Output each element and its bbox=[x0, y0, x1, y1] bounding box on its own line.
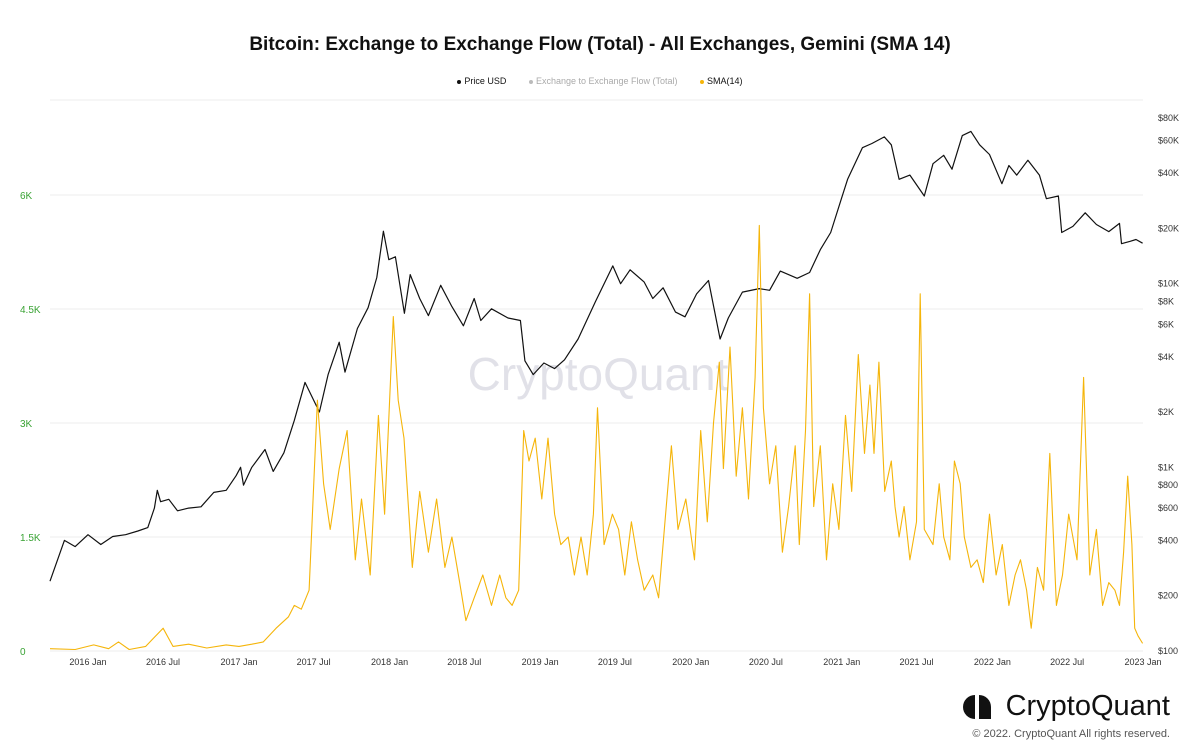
y-right-tick-label: $20K bbox=[1158, 223, 1179, 233]
copyright-text: © 2022. CryptoQuant All rights reserved. bbox=[972, 728, 1170, 740]
y-right-tick-label: $600 bbox=[1158, 503, 1178, 513]
y-right-tick-label: $8K bbox=[1158, 296, 1174, 306]
y-right-tick-label: $60K bbox=[1158, 136, 1179, 146]
x-tick-label: 2017 Jul bbox=[297, 657, 331, 667]
legend-label-price: Price USD bbox=[464, 76, 507, 86]
y-right-tick-label: $2K bbox=[1158, 407, 1174, 417]
brand-name: CryptoQuant bbox=[1005, 690, 1170, 722]
legend-item-price[interactable]: Price USD bbox=[457, 76, 506, 86]
y-right-tick-label: $400 bbox=[1158, 535, 1178, 545]
y-left-tick-label: 4.5K bbox=[20, 305, 41, 316]
legend-dot-flow bbox=[528, 79, 533, 84]
brand-logo: CryptoQuant bbox=[962, 690, 1170, 723]
y-left-tick-label: 1.5K bbox=[20, 533, 41, 544]
y-right-tick-label: $80K bbox=[1158, 113, 1179, 123]
legend-dot-price bbox=[457, 79, 462, 84]
legend-label-flow: Exchange to Exchange Flow (Total) bbox=[535, 76, 678, 86]
y-left-tick-label: 6K bbox=[20, 191, 33, 202]
x-tick-label: 2018 Jan bbox=[371, 657, 408, 667]
cryptoquant-logo-icon bbox=[962, 694, 991, 719]
watermark-text: CryptoQuant bbox=[468, 348, 729, 400]
y-right-tick-label: $40K bbox=[1158, 168, 1179, 178]
legend-item-flow[interactable]: Exchange to Exchange Flow (Total) bbox=[528, 76, 678, 86]
x-tick-label: 2019 Jan bbox=[522, 657, 559, 667]
legend-item-sma[interactable]: SMA(14) bbox=[700, 76, 743, 86]
chart-legend: Price USD Exchange to Exchange Flow (Tot… bbox=[0, 76, 1200, 86]
y-right-tick-label: $10K bbox=[1158, 279, 1179, 289]
x-tick-label: 2019 Jul bbox=[598, 657, 632, 667]
series-layer bbox=[49, 130, 1144, 651]
x-tick-label: 2020 Jan bbox=[672, 657, 709, 667]
chart-title: Bitcoin: Exchange to Exchange Flow (Tota… bbox=[249, 34, 951, 55]
price-usd-line bbox=[49, 130, 1143, 582]
y-right-tick-label: $800 bbox=[1158, 480, 1178, 490]
y-right-tick-label: $4K bbox=[1158, 352, 1174, 362]
legend-label-sma: SMA(14) bbox=[707, 76, 743, 86]
y-right-tick-label: $1K bbox=[1158, 462, 1174, 472]
y-right-tick-label: $6K bbox=[1158, 319, 1174, 329]
x-tick-label: 2022 Jul bbox=[1050, 657, 1084, 667]
legend-dot-sma bbox=[700, 79, 705, 84]
y-left-tick-label: 3K bbox=[20, 419, 33, 430]
y-left-tick-label: 0 bbox=[20, 647, 26, 658]
y-right-tick-label: $200 bbox=[1158, 591, 1178, 601]
x-tick-label: 2023 Jan bbox=[1124, 657, 1161, 667]
x-tick-label: 2017 Jan bbox=[220, 657, 257, 667]
x-tick-label: 2021 Jan bbox=[823, 657, 860, 667]
x-tick-label: 2021 Jul bbox=[899, 657, 933, 667]
x-tick-label: 2020 Jul bbox=[749, 657, 783, 667]
x-tick-label: 2016 Jul bbox=[146, 657, 180, 667]
sma14-line bbox=[49, 224, 1144, 651]
x-tick-label: 2022 Jan bbox=[974, 657, 1011, 667]
x-tick-label: 2016 Jan bbox=[69, 657, 106, 667]
x-tick-label: 2018 Jul bbox=[447, 657, 481, 667]
grid-layer bbox=[50, 99, 1143, 652]
axis-layer: 0 1.5K 3K 4.5K 6K $100 $200 $400 $600 $800 $1K $2K $… bbox=[20, 113, 1179, 667]
y-right-tick-label: $100 bbox=[1158, 646, 1178, 656]
